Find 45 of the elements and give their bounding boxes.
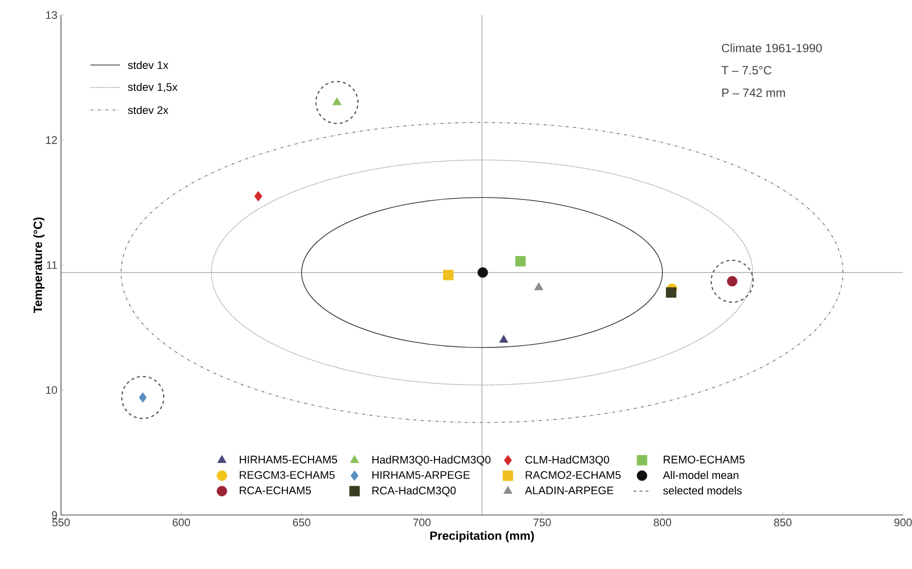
x-tick-label: 900: [894, 518, 912, 526]
point: [254, 191, 262, 202]
x-tick-label: 550: [52, 518, 70, 526]
legend-label: REMO-ECHAM5: [664, 456, 745, 464]
point: [332, 97, 342, 106]
y-tick-label: 13: [46, 11, 57, 19]
y-tick-label: 9: [52, 511, 57, 519]
point: [534, 282, 544, 290]
legend-label: REGCM3-ECHAM5: [240, 471, 335, 479]
legend-label: RCA-HadCM3Q0: [372, 486, 456, 496]
y-axis-title: Temperature (°C): [33, 217, 44, 313]
legend-label: RACMO2-ECHAM5: [526, 471, 621, 479]
point: [727, 276, 738, 286]
point: [315, 80, 359, 124]
x-tick-label: 850: [774, 518, 792, 526]
legend-label: ALADIN-ARPEGE: [524, 486, 614, 494]
x-axis-title: Precipitation (mm): [430, 531, 534, 542]
point: [499, 334, 508, 343]
legend-label: RCA-ECHAM5: [240, 486, 311, 494]
point: [121, 376, 164, 420]
legend-label: selected models: [663, 486, 742, 494]
x-tick-label: 750: [534, 518, 551, 526]
x-tick-label: 650: [292, 518, 310, 526]
x-tick-label: 700: [413, 518, 431, 526]
point: [710, 260, 754, 303]
x-tick-label: 600: [172, 518, 190, 526]
legend-label: All-model mean: [662, 470, 738, 480]
legend-label: HIRHAM5-ECHAM5: [240, 456, 338, 464]
legend-label: HadRM3Q0-HadCM3Q0: [372, 456, 490, 466]
legend-label: HIRHAM5-ARPEGE: [372, 471, 470, 479]
point: [666, 287, 676, 298]
annotation: Climate 1961-1990: [722, 44, 822, 52]
x-tick-label: 800: [654, 518, 672, 526]
point: [478, 267, 488, 278]
legend-label: CLM-HadCM3Q0: [525, 456, 610, 466]
annotation: P – 742 mm: [722, 88, 785, 97]
annotation: stdev 1x: [128, 60, 168, 70]
y-tick-label: 11: [46, 261, 57, 269]
point: [443, 270, 454, 280]
annotation: stdev 2x: [128, 106, 168, 114]
annotation: T – 7.5°C: [722, 66, 772, 74]
y-tick-label: 12: [46, 136, 57, 144]
annotation: stdev 1,5x: [128, 82, 178, 92]
y-tick-label: 10: [46, 386, 58, 394]
point: [515, 256, 526, 266]
